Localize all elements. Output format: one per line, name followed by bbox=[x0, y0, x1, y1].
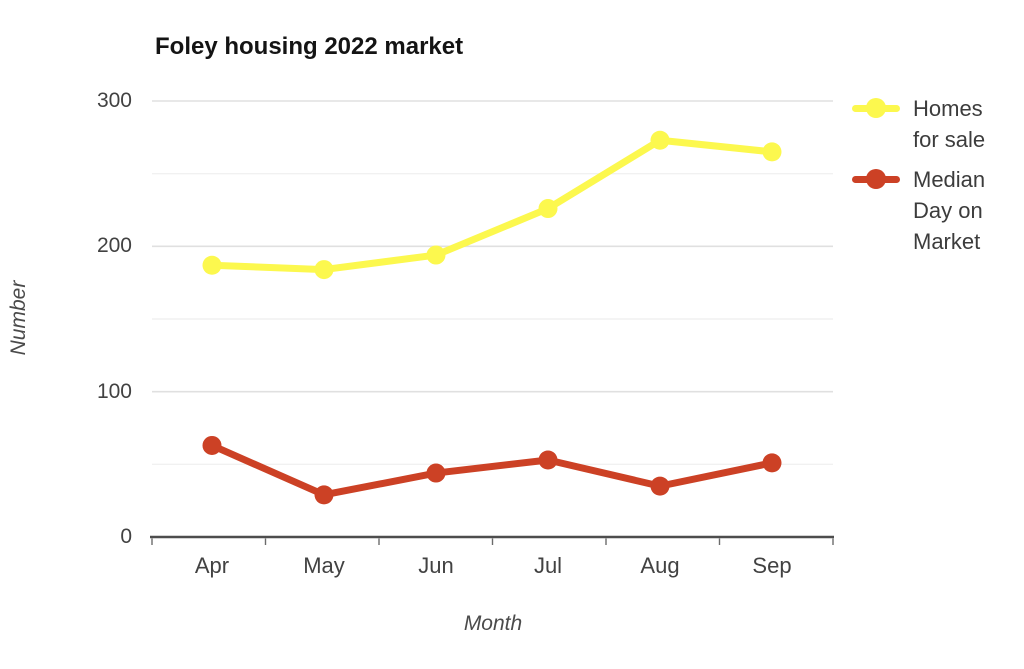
x-axis-title: Month bbox=[463, 612, 523, 635]
legend-label: Homes for sale bbox=[913, 96, 986, 152]
y-axis-tick-label: 300 bbox=[96, 89, 132, 112]
series-line-median-day-on-market bbox=[208, 441, 776, 499]
y-axis-title: Number bbox=[7, 280, 30, 356]
y-axis-tick-label: 0 bbox=[120, 525, 132, 548]
data-point-median-day-on-market-sep[interactable] bbox=[762, 453, 782, 473]
data-point-median-day-on-market-jul[interactable] bbox=[538, 450, 558, 470]
data-point-homes-for-sale-aug[interactable] bbox=[650, 130, 670, 150]
data-point-homes-for-sale-sep[interactable] bbox=[762, 142, 782, 162]
x-axis-tick-label: Apr bbox=[194, 553, 230, 578]
data-point-homes-for-sale-jul[interactable] bbox=[538, 199, 558, 219]
legend: Homes for sale Median Day on Market bbox=[852, 93, 997, 266]
data-point-homes-for-sale-may[interactable] bbox=[314, 260, 334, 280]
legend-item-median-day-on-market[interactable]: Median Day on Market bbox=[852, 164, 997, 257]
data-point-median-day-on-market-aug[interactable] bbox=[650, 476, 670, 496]
data-point-homes-for-sale-jun[interactable] bbox=[426, 245, 446, 265]
y-axis-tick-label: 200 bbox=[96, 234, 132, 258]
legend-item-homes-for-sale[interactable]: Homes for sale bbox=[852, 93, 997, 155]
data-point-median-day-on-market-apr[interactable] bbox=[202, 435, 222, 455]
chart-title: Foley housing 2022 market bbox=[155, 33, 464, 60]
legend-dot-marker bbox=[866, 169, 886, 189]
x-axis-tick-label: Jul bbox=[533, 553, 563, 578]
y-axis-tick-label: 100 bbox=[96, 379, 132, 403]
legend-label: Median Day on Market bbox=[913, 167, 986, 254]
data-point-median-day-on-market-may[interactable] bbox=[314, 485, 334, 505]
legend-dot-marker bbox=[866, 98, 886, 118]
x-axis-tick-label: Jun bbox=[418, 553, 454, 578]
data-point-median-day-on-market-jun[interactable] bbox=[426, 463, 446, 483]
data-point-homes-for-sale-apr[interactable] bbox=[202, 255, 222, 275]
series-line-homes-for-sale bbox=[208, 136, 776, 274]
x-axis-tick-label: Sep bbox=[752, 553, 792, 578]
x-axis-tick-label: Aug bbox=[640, 553, 680, 578]
x-axis-tick-label: May bbox=[303, 553, 345, 578]
